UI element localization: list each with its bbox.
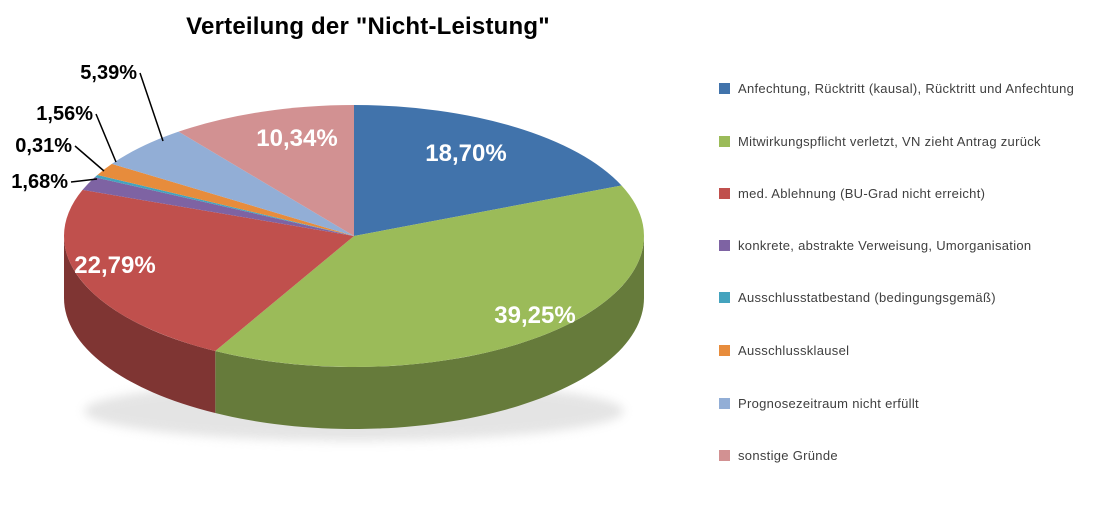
legend-swatch [719,345,730,356]
pie-slice-6 [111,131,355,236]
leader-line-3 [70,178,98,183]
chart-title: Verteilung der "Nicht-Leistung" [186,13,550,40]
leader-line-5 [95,113,117,163]
leader-line-6 [139,72,164,142]
legend-label: Prognosezeitraum nicht erfüllt [738,396,919,411]
pie-slice-side-1 [215,236,644,429]
pie-label-5: 1,56% [36,103,93,125]
legend-item-6: Prognosezeitraum nicht erfüllt [719,393,1097,414]
pie-slice-3 [82,177,354,236]
pie-label-6: 5,39% [80,62,137,84]
legend-item-7: sonstige Gründe [719,445,1097,466]
pie-slice-1 [215,185,644,367]
pie-label-0: 18,70% [425,140,506,167]
pie-chart: 18,70% 39,25% 22,79% 1,68% 0,31% 1,56% 5,39% 10… [11,62,644,441]
legend-label: Ausschlussklausel [738,343,850,358]
pie-label-2: 22,79% [74,252,155,279]
pie-label-7: 10,34% [256,125,337,152]
pie-slice-side-2 [64,236,216,414]
legend-swatch [719,188,730,199]
legend-label: Mitwirkungspflicht verletzt, VN zieht An… [738,134,1041,149]
leader-line-4 [74,145,105,172]
legend-swatch [719,450,730,461]
legend-label: konkrete, abstrakte Verweisung, Umorgani… [738,238,1032,253]
pie-label-3: 1,68% [11,171,68,193]
pie-slice-2 [64,189,355,352]
pie-label-4: 0,31% [15,135,72,157]
legend-swatch [719,136,730,147]
pie-slice-5 [97,163,355,236]
legend-label: sonstige Gründe [738,448,838,463]
pie-slice-7 [178,105,354,236]
legend-swatch [719,398,730,409]
legend-item-0: Anfechtung, Rücktritt (kausal), Rücktrit… [719,78,1097,99]
legend: Anfechtung, Rücktritt (kausal), Rücktrit… [719,0,1097,505]
legend-item-1: Mitwirkungspflicht verletzt, VN zieht An… [719,131,1097,152]
pie-label-1: 39,25% [494,302,575,329]
legend-label: Ausschlusstatbestand (bedingungsgemäß) [738,290,996,305]
legend-swatch [719,240,730,251]
legend-swatch [719,83,730,94]
legend-item-3: konkrete, abstrakte Verweisung, Umorgani… [719,235,1097,256]
legend-item-4: Ausschlusstatbestand (bedingungsgemäß) [719,287,1097,308]
legend-item-2: med. Ablehnung (BU-Grad nicht erreicht) [719,183,1097,204]
legend-swatch [719,292,730,303]
legend-label: med. Ablehnung (BU-Grad nicht erreicht) [738,186,986,201]
legend-label: Anfechtung, Rücktritt (kausal), Rücktrit… [738,81,1075,96]
pie-slice-4 [94,174,354,236]
pie-slice-0 [354,105,622,236]
legend-item-5: Ausschlussklausel [719,340,1097,361]
